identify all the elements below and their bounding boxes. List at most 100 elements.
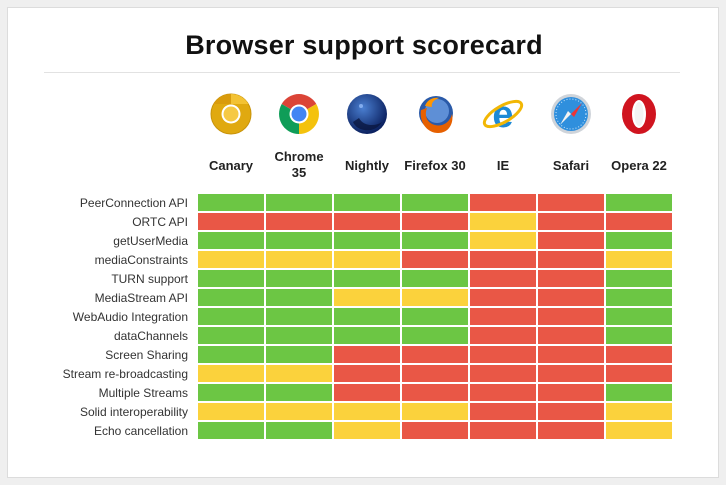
internet-explorer-icon: e — [481, 92, 525, 136]
support-cell-yellow — [334, 251, 400, 268]
support-cell-yellow — [266, 403, 332, 420]
browser-column-header: Firefox 30 — [404, 158, 466, 173]
firefox-icon — [413, 92, 457, 136]
support-cell-green — [334, 194, 400, 211]
support-cell-red — [402, 213, 468, 230]
support-cell-red — [538, 384, 604, 401]
support-cell-red — [538, 327, 604, 344]
support-cell-red — [470, 194, 536, 211]
feature-label: getUserMedia — [113, 234, 188, 248]
support-cell-red — [538, 403, 604, 420]
support-cell-green — [606, 232, 672, 249]
browser-column-header: Canary — [208, 158, 254, 173]
browser-column-header: Nightly — [344, 158, 390, 173]
support-cell-yellow — [334, 289, 400, 306]
support-cell-yellow — [198, 251, 264, 268]
support-cell-green — [198, 270, 264, 287]
support-cell-green — [198, 308, 264, 325]
support-cell-red — [606, 213, 672, 230]
support-cell-yellow — [402, 403, 468, 420]
support-cell-green — [402, 308, 468, 325]
support-cell-yellow — [266, 251, 332, 268]
feature-label: Solid interoperability — [79, 405, 188, 419]
support-cell-yellow — [606, 403, 672, 420]
support-cell-red — [402, 251, 468, 268]
support-cell-yellow — [334, 422, 400, 439]
feature-label: Echo cancellation — [93, 424, 188, 438]
support-cell-green — [266, 270, 332, 287]
feature-label: PeerConnection API — [79, 196, 188, 210]
feature-label: WebAudio Integration — [72, 310, 188, 324]
support-cell-green — [334, 327, 400, 344]
feature-label: Multiple Streams — [98, 386, 188, 400]
support-cell-green — [606, 308, 672, 325]
support-cell-green — [266, 422, 332, 439]
support-cell-green — [606, 327, 672, 344]
support-cell-red — [402, 422, 468, 439]
support-cell-red — [538, 213, 604, 230]
support-cell-yellow — [198, 403, 264, 420]
support-cell-red — [334, 346, 400, 363]
support-cell-green — [606, 289, 672, 306]
support-cell-red — [538, 308, 604, 325]
firefox-nightly-icon — [345, 92, 389, 136]
support-cell-green — [606, 270, 672, 287]
support-cell-yellow — [198, 365, 264, 382]
support-cell-red — [470, 365, 536, 382]
support-cell-green — [402, 232, 468, 249]
support-cell-red — [538, 251, 604, 268]
support-cell-yellow — [266, 365, 332, 382]
feature-label: ORTC API — [132, 215, 188, 229]
browser-column-header: IE — [496, 158, 510, 173]
feature-label: Screen Sharing — [105, 348, 188, 362]
support-cell-red — [538, 346, 604, 363]
support-cell-green — [266, 327, 332, 344]
support-cell-green — [266, 289, 332, 306]
support-cell-red — [402, 384, 468, 401]
support-cell-green — [402, 194, 468, 211]
support-cell-red — [334, 384, 400, 401]
support-cell-red — [538, 232, 604, 249]
support-cell-red — [538, 270, 604, 287]
support-cell-green — [266, 384, 332, 401]
support-cell-red — [198, 213, 264, 230]
support-cell-red — [538, 194, 604, 211]
browser-column-header: Safari — [552, 158, 590, 173]
support-cell-red — [470, 289, 536, 306]
support-cell-green — [334, 270, 400, 287]
support-cell-yellow — [606, 422, 672, 439]
support-cell-green — [334, 308, 400, 325]
support-cell-green — [198, 422, 264, 439]
support-cell-yellow — [470, 213, 536, 230]
support-cell-red — [538, 289, 604, 306]
support-cell-green — [606, 384, 672, 401]
support-cell-red — [334, 365, 400, 382]
support-cell-green — [266, 194, 332, 211]
support-cell-yellow — [606, 251, 672, 268]
support-cell-yellow — [334, 403, 400, 420]
support-cell-green — [402, 270, 468, 287]
support-cell-green — [198, 327, 264, 344]
support-cell-red — [402, 365, 468, 382]
feature-label: Stream re-broadcasting — [62, 367, 188, 381]
support-cell-red — [470, 403, 536, 420]
support-cell-green — [198, 346, 264, 363]
scorecard-card: Browser support scorecard Canary Chrome 3… — [7, 7, 719, 478]
support-cell-green — [266, 308, 332, 325]
support-cell-green — [266, 346, 332, 363]
support-cell-red — [266, 213, 332, 230]
support-cell-green — [334, 232, 400, 249]
feature-label: mediaConstraints — [94, 253, 188, 267]
opera-icon — [617, 92, 661, 136]
support-cell-red — [470, 346, 536, 363]
support-cell-red — [470, 251, 536, 268]
support-cell-green — [266, 232, 332, 249]
support-cell-red — [334, 213, 400, 230]
support-cell-green — [198, 194, 264, 211]
page-title: Browser support scorecard — [185, 30, 543, 60]
support-cell-yellow — [402, 289, 468, 306]
support-cell-red — [470, 384, 536, 401]
support-cell-red — [606, 365, 672, 382]
support-cell-red — [606, 346, 672, 363]
support-cell-green — [198, 232, 264, 249]
